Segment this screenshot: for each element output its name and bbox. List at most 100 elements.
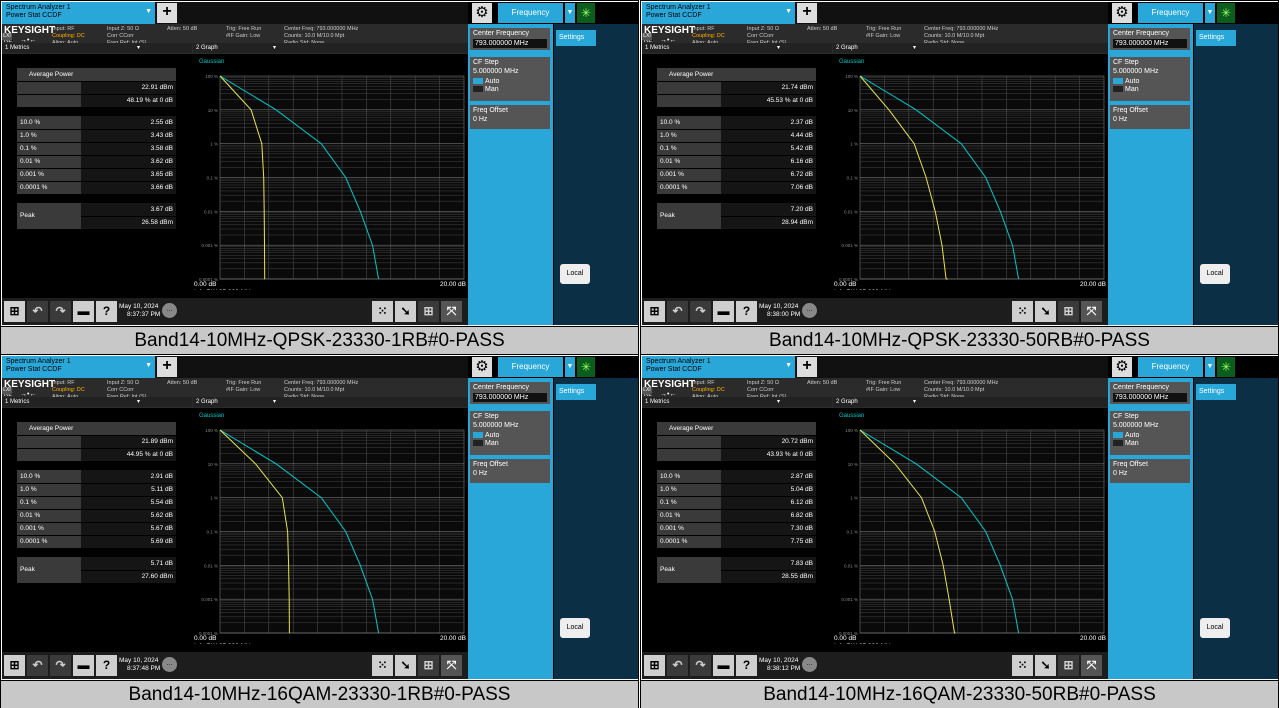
fullscreen-icon[interactable]: ⤧ bbox=[441, 655, 462, 676]
keypad-icon[interactable]: ⁙ bbox=[1012, 655, 1033, 676]
window-tab[interactable]: Spectrum Analyzer 1 Power Stat CCDF ▼ bbox=[2, 2, 155, 24]
add-screen-button[interactable]: + bbox=[157, 3, 177, 23]
cf-step-control[interactable]: CF Step 5.000000 MHz Auto Man bbox=[1110, 411, 1190, 455]
help-icon[interactable]: ? bbox=[736, 655, 757, 676]
keypad-icon[interactable]: ⁙ bbox=[1012, 301, 1033, 322]
local-button[interactable]: Local bbox=[560, 264, 590, 284]
add-screen-button[interactable]: + bbox=[797, 3, 817, 23]
metrics-window-selector[interactable]: 1 Metrics ▾ bbox=[2, 43, 192, 53]
freq-offset-control[interactable]: Freq Offset 0 Hz bbox=[470, 105, 550, 129]
local-button[interactable]: Local bbox=[1200, 618, 1230, 638]
fullscreen-icon[interactable]: ⤧ bbox=[441, 301, 462, 322]
graph-window-selector[interactable]: 2 Graph ▾ bbox=[193, 43, 468, 53]
chevron-down-icon[interactable]: ▾ bbox=[913, 45, 917, 51]
undo-icon[interactable]: ↶ bbox=[667, 301, 688, 322]
windows-icon[interactable]: ⊞ bbox=[644, 301, 665, 322]
center-frequency-input[interactable]: 793.000000 MHz bbox=[1113, 39, 1187, 48]
grid-icon[interactable]: ⊞ bbox=[418, 655, 439, 676]
window-tab[interactable]: Spectrum Analyzer 1 Power Stat CCDF ▼ bbox=[642, 356, 795, 378]
freq-offset-control[interactable]: Freq Offset 0 Hz bbox=[1110, 105, 1190, 129]
chat-icon[interactable]: … bbox=[802, 303, 817, 318]
windows-icon[interactable]: ⊞ bbox=[4, 655, 25, 676]
local-button[interactable]: Local bbox=[560, 618, 590, 638]
cf-step-control[interactable]: CF Step 5.000000 MHz Auto Man bbox=[470, 57, 550, 101]
chevron-down-icon[interactable]: ▼ bbox=[1205, 3, 1215, 23]
chat-icon[interactable]: … bbox=[162, 657, 177, 672]
chevron-down-icon[interactable]: ▾ bbox=[913, 399, 917, 405]
window-tab[interactable]: Spectrum Analyzer 1 Power Stat CCDF ▼ bbox=[642, 2, 795, 24]
folder-icon[interactable]: ▬ bbox=[713, 655, 734, 676]
gear-icon[interactable]: ⚙ bbox=[1112, 357, 1132, 377]
settings-tab[interactable]: Settings bbox=[556, 30, 596, 46]
graph-window-selector[interactable]: 2 Graph ▾ bbox=[833, 43, 1108, 53]
man-option[interactable]: Man bbox=[473, 86, 547, 94]
gear-icon[interactable]: ⚙ bbox=[472, 3, 492, 23]
frequency-menu-button[interactable]: Frequency bbox=[498, 357, 563, 377]
center-frequency-control[interactable]: Center Frequency 793.000000 MHz bbox=[470, 382, 550, 404]
chevron-down-icon[interactable]: ▾ bbox=[273, 399, 277, 405]
ccdf-graph[interactable]: 100 % 10 % 1 % 0.1 % 0.01 % 0.001 % 0.0001 % Ga… bbox=[833, 54, 1108, 290]
graph-window-selector[interactable]: 2 Graph ▾ bbox=[833, 397, 1108, 407]
window-tab[interactable]: Spectrum Analyzer 1 Power Stat CCDF ▼ bbox=[2, 356, 155, 378]
windows-icon[interactable]: ⊞ bbox=[644, 655, 665, 676]
center-frequency-control[interactable]: Center Frequency 793.000000 MHz bbox=[1110, 382, 1190, 404]
chevron-down-icon[interactable]: ▾ bbox=[777, 45, 781, 51]
chevron-down-icon[interactable]: ▼ bbox=[1205, 357, 1215, 377]
ccdf-graph[interactable]: 100 % 10 % 1 % 0.1 % 0.01 % 0.001 % 0.0001 % Ga… bbox=[193, 54, 468, 290]
windows-icon[interactable]: ⊞ bbox=[4, 301, 25, 322]
chevron-down-icon[interactable]: ▼ bbox=[145, 362, 152, 369]
frequency-menu-button[interactable]: Frequency bbox=[1138, 357, 1203, 377]
undo-icon[interactable]: ↶ bbox=[667, 655, 688, 676]
grid-icon[interactable]: ⊞ bbox=[1058, 655, 1079, 676]
grid-icon[interactable]: ⊞ bbox=[418, 301, 439, 322]
help-icon[interactable]: ? bbox=[96, 655, 117, 676]
local-button[interactable]: Local bbox=[1200, 264, 1230, 284]
chat-icon[interactable]: … bbox=[162, 303, 177, 318]
metrics-window-selector[interactable]: 1 Metrics ▾ bbox=[642, 43, 832, 53]
chevron-down-icon[interactable]: ▼ bbox=[565, 357, 575, 377]
chevron-down-icon[interactable]: ▾ bbox=[273, 45, 277, 51]
add-screen-button[interactable]: + bbox=[157, 357, 177, 377]
chevron-down-icon[interactable]: ▼ bbox=[785, 362, 792, 369]
pointer-icon[interactable]: ➘ bbox=[395, 301, 416, 322]
center-frequency-control[interactable]: Center Frequency 793.000000 MHz bbox=[470, 28, 550, 50]
grid-icon[interactable]: ⊞ bbox=[1058, 301, 1079, 322]
fullscreen-icon[interactable]: ⤧ bbox=[1081, 655, 1102, 676]
redo-icon[interactable]: ↷ bbox=[50, 655, 71, 676]
center-frequency-input[interactable]: 793.000000 MHz bbox=[1113, 393, 1187, 402]
redo-icon[interactable]: ↷ bbox=[690, 655, 711, 676]
chevron-down-icon[interactable]: ▼ bbox=[145, 8, 152, 15]
metrics-window-selector[interactable]: 1 Metrics ▾ bbox=[642, 397, 832, 407]
pointer-icon[interactable]: ➘ bbox=[1035, 301, 1056, 322]
add-screen-button[interactable]: + bbox=[797, 357, 817, 377]
auto-option[interactable]: Auto bbox=[473, 432, 547, 440]
settings-tab[interactable]: Settings bbox=[1196, 30, 1236, 46]
gear-icon[interactable]: ⚙ bbox=[472, 357, 492, 377]
undo-icon[interactable]: ↶ bbox=[27, 655, 48, 676]
gear-icon[interactable]: ⚙ bbox=[1112, 3, 1132, 23]
ccdf-graph[interactable]: 100 % 10 % 1 % 0.1 % 0.01 % 0.001 % 0.0001 % Ga… bbox=[193, 408, 468, 644]
man-option[interactable]: Man bbox=[473, 440, 547, 448]
settings-tab[interactable]: Settings bbox=[556, 384, 596, 400]
metrics-window-selector[interactable]: 1 Metrics ▾ bbox=[2, 397, 192, 407]
sweep-status-icon[interactable]: ✳ bbox=[577, 357, 595, 377]
man-option[interactable]: Man bbox=[1113, 86, 1187, 94]
sweep-status-icon[interactable]: ✳ bbox=[577, 3, 595, 23]
man-option[interactable]: Man bbox=[1113, 440, 1187, 448]
folder-icon[interactable]: ▬ bbox=[713, 301, 734, 322]
pointer-icon[interactable]: ➘ bbox=[395, 655, 416, 676]
chat-icon[interactable]: … bbox=[802, 657, 817, 672]
auto-option[interactable]: Auto bbox=[1113, 78, 1187, 86]
undo-icon[interactable]: ↶ bbox=[27, 301, 48, 322]
chevron-down-icon[interactable]: ▾ bbox=[137, 399, 141, 405]
help-icon[interactable]: ? bbox=[736, 301, 757, 322]
ccdf-graph[interactable]: 100 % 10 % 1 % 0.1 % 0.01 % 0.001 % 0.0001 % Ga… bbox=[833, 408, 1108, 644]
help-icon[interactable]: ? bbox=[96, 301, 117, 322]
cf-step-control[interactable]: CF Step 5.000000 MHz Auto Man bbox=[1110, 57, 1190, 101]
keypad-icon[interactable]: ⁙ bbox=[372, 301, 393, 322]
frequency-menu-button[interactable]: Frequency bbox=[1138, 3, 1203, 23]
chevron-down-icon[interactable]: ▾ bbox=[777, 399, 781, 405]
settings-tab[interactable]: Settings bbox=[1196, 384, 1236, 400]
chevron-down-icon[interactable]: ▾ bbox=[137, 45, 141, 51]
chevron-down-icon[interactable]: ▼ bbox=[565, 3, 575, 23]
